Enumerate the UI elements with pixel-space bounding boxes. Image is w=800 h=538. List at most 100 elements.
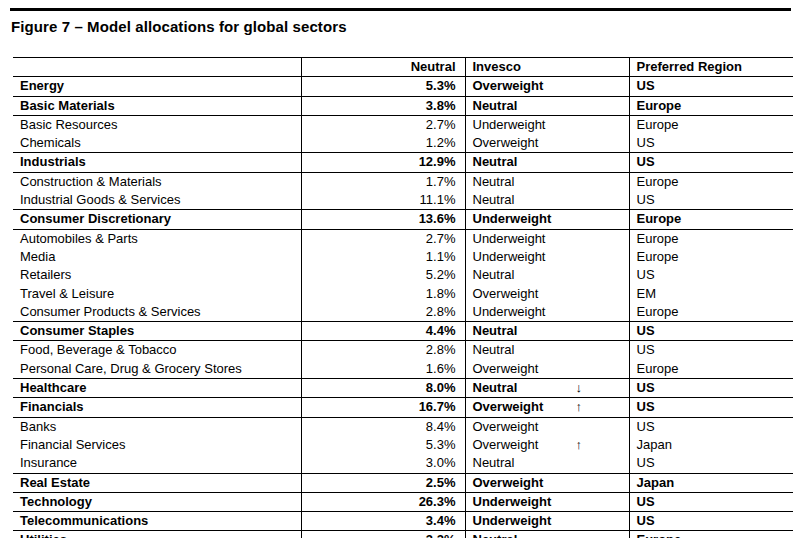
figure-top-rule [10, 8, 791, 11]
invesco-view-label: Neutral [473, 323, 518, 338]
invesco-view-label: Neutral [473, 342, 515, 357]
table-row: Industrial Goods & Services11.1%NeutralU… [13, 191, 793, 210]
cell-sector: Financial Services [13, 436, 301, 454]
report-figure-page: Figure 7 – Model allocations for global … [0, 0, 800, 538]
cell-neutral-weight: 1.7% [301, 172, 465, 191]
figure-title: Figure 7 – Model allocations for global … [11, 18, 347, 35]
cell-sector: Industrials [13, 153, 301, 172]
cell-sector: Energy [13, 77, 301, 96]
down-arrow-icon: ↓ [576, 379, 583, 397]
cell-preferred-region: Europe [629, 360, 793, 379]
cell-preferred-region: Europe [629, 96, 793, 115]
cell-neutral-weight: 2.8% [301, 341, 465, 360]
cell-neutral-weight: 3.4% [301, 512, 465, 531]
table-row: Industrials12.9% Neutral US [13, 153, 793, 172]
cell-preferred-region: Europe [629, 248, 793, 266]
invesco-view-label: Neutral [473, 98, 518, 113]
header-invesco: Invesco [465, 58, 629, 77]
cell-neutral-weight: 11.1% [301, 191, 465, 210]
cell-preferred-region: US [629, 379, 793, 398]
cell-neutral-weight: 5.2% [301, 266, 465, 284]
invesco-view-label: Underweight [473, 231, 546, 246]
invesco-view-label: Neutral [473, 380, 518, 395]
cell-invesco-view: Neutral [465, 454, 629, 473]
cell-neutral-weight: 4.4% [301, 322, 465, 341]
cell-invesco-view: Underweight [465, 512, 629, 531]
cell-preferred-region: EM [629, 285, 793, 303]
cell-preferred-region: US [629, 191, 793, 210]
table-row: Travel & Leisure1.8%OverweightEM [13, 285, 793, 303]
cell-sector: Consumer Discretionary [13, 210, 301, 229]
invesco-view-label: Overweight [473, 361, 539, 376]
table-row: Basic Resources2.7%UnderweightEurope [13, 115, 793, 134]
invesco-view-label: Neutral [473, 267, 515, 282]
cell-sector: Chemicals [13, 134, 301, 153]
cell-preferred-region: Europe [629, 172, 793, 191]
invesco-view-label: Overweight [473, 419, 539, 434]
cell-neutral-weight: 3.8% [301, 96, 465, 115]
cell-invesco-view: Overweight [465, 134, 629, 153]
cell-preferred-region: US [629, 153, 793, 172]
cell-invesco-view: Neutral [465, 153, 629, 172]
table-row: Telecommunications3.4%UnderweightUS [13, 512, 793, 531]
cell-invesco-view: Underweight [465, 248, 629, 266]
cell-neutral-weight: 13.6% [301, 210, 465, 229]
invesco-view-label: Neutral [473, 154, 518, 169]
table-row: Media1.1%UnderweightEurope [13, 248, 793, 266]
table-row: Food, Beverage & Tobacco2.8%NeutralUS [13, 341, 793, 360]
table-row: Financial Services5.3%Overweight↑Japan [13, 436, 793, 454]
cell-neutral-weight: 8.0% [301, 379, 465, 398]
header-preferred-region: Preferred Region [629, 58, 793, 77]
invesco-view-label: Overweight [473, 286, 539, 301]
cell-invesco-view: Neutral [465, 322, 629, 341]
cell-neutral-weight: 2.7% [301, 115, 465, 134]
cell-invesco-view: Overweight [465, 77, 629, 96]
up-arrow-icon: ↑ [576, 436, 583, 454]
cell-sector: Consumer Staples [13, 322, 301, 341]
cell-sector: Technology [13, 492, 301, 511]
cell-invesco-view: Neutral [465, 172, 629, 191]
cell-preferred-region: Europe [629, 531, 793, 538]
cell-neutral-weight: 1.2% [301, 134, 465, 153]
cell-preferred-region: US [629, 322, 793, 341]
cell-invesco-view: Neutral [465, 266, 629, 284]
cell-sector: Travel & Leisure [13, 285, 301, 303]
cell-neutral-weight: 3.0% [301, 454, 465, 473]
invesco-view-label: Underweight [473, 304, 546, 319]
table-row: Retailers5.2%NeutralUS [13, 266, 793, 284]
cell-neutral-weight: 2.7% [301, 229, 465, 248]
invesco-view-label: Overweight [473, 78, 544, 93]
cell-sector: Financials [13, 398, 301, 417]
cell-preferred-region: Europe [629, 229, 793, 248]
cell-neutral-weight: 12.9% [301, 153, 465, 172]
cell-invesco-view: Neutral ↓ [465, 379, 629, 398]
table-row: Insurance3.0%NeutralUS [13, 454, 793, 473]
table-row: Technology26.3%UnderweightUS [13, 492, 793, 511]
cell-invesco-view: Neutral [465, 191, 629, 210]
cell-neutral-weight: 2.5% [301, 473, 465, 492]
cell-invesco-view: Neutral [465, 531, 629, 538]
cell-preferred-region: US [629, 492, 793, 511]
cell-invesco-view: Overweight [465, 285, 629, 303]
cell-invesco-view: Overweight [465, 473, 629, 492]
table-header-row: Neutral Invesco Preferred Region [13, 58, 793, 77]
invesco-view-label: Overweight [473, 135, 539, 150]
cell-sector: Utilities [13, 531, 301, 538]
cell-neutral-weight: 5.3% [301, 77, 465, 96]
cell-preferred-region: Europe [629, 115, 793, 134]
cell-neutral-weight: 8.4% [301, 417, 465, 436]
cell-preferred-region: US [629, 77, 793, 96]
cell-preferred-region: Japan [629, 473, 793, 492]
table-row: Basic Materials3.8%NeutralEurope [13, 96, 793, 115]
cell-preferred-region: US [629, 341, 793, 360]
invesco-view-label: Underweight [473, 117, 546, 132]
cell-sector: Healthcare [13, 379, 301, 398]
cell-neutral-weight: 1.1% [301, 248, 465, 266]
invesco-view-label: Neutral [473, 192, 515, 207]
cell-preferred-region: US [629, 512, 793, 531]
cell-invesco-view: Overweight↑ [465, 436, 629, 454]
table-row: Energy5.3% Overweight US [13, 77, 793, 96]
invesco-view-label: Overweight [473, 475, 544, 490]
invesco-view-label: Underweight [473, 513, 552, 528]
cell-sector: Retailers [13, 266, 301, 284]
